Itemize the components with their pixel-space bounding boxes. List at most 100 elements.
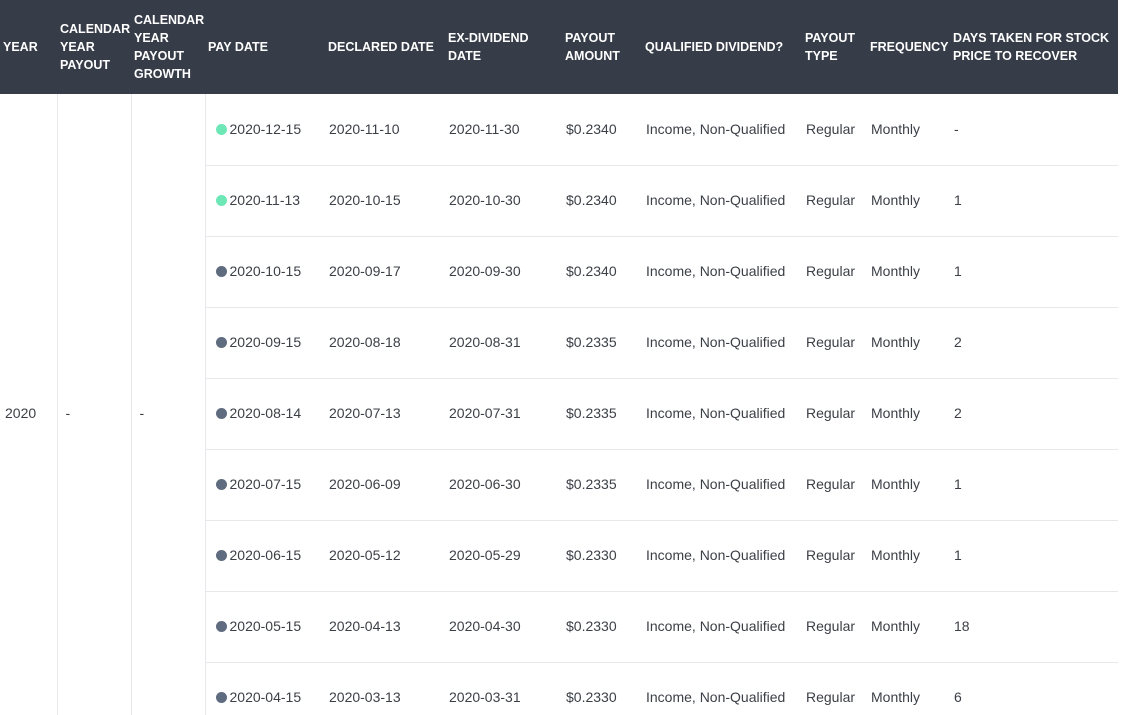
table-row: 2020-05-15 2020-04-13 2020-04-30 $0.2330 Inc… <box>0 591 1118 663</box>
header-frequency[interactable]: FREQUENCY <box>870 40 949 54</box>
pay-date-text: 2020-05-15 <box>229 618 302 634</box>
frequency-cell: Monthly <box>867 591 950 663</box>
payout-amount-cell: $0.2330 <box>562 520 642 592</box>
header-qualified-dividend[interactable]: QUALIFIED DIVIDEND? <box>645 40 784 54</box>
pay-date-cell: 2020-08-14 <box>205 378 325 450</box>
pay-date-cell: 2020-09-15 <box>205 307 325 379</box>
frequency-cell: Monthly <box>867 449 950 521</box>
payout-amount-cell: $0.2335 <box>562 449 642 521</box>
pay-date-cell: 2020-12-15 <box>205 94 325 166</box>
days-to-recover-cell: 1 <box>950 236 1118 308</box>
header-pay-date[interactable]: PAY DATE <box>208 40 268 54</box>
declared-date-cell: 2020-05-12 <box>325 520 445 592</box>
pay-date-cell: 2020-04-15 <box>205 662 325 715</box>
pay-date-cell: 2020-11-13 <box>205 165 325 237</box>
paid-status-dot-icon <box>215 692 227 703</box>
declared-date-cell: 2020-06-09 <box>325 449 445 521</box>
pay-date-text: 2020-08-14 <box>229 405 302 421</box>
table-body: 2020- -2020-12-15 2020-11-10 2020-11-30 $0.2… <box>0 94 1118 715</box>
payout-type-cell: Regular <box>802 94 867 166</box>
qualified-dividend-cell: Income, Non-Qualified <box>642 165 802 237</box>
header-payout-amount[interactable]: PAYOUT AMOUNT <box>565 31 620 63</box>
upcoming-status-dot-icon <box>215 195 227 206</box>
qualified-dividend-cell: Income, Non-Qualified <box>642 378 802 450</box>
header-days-to-recover[interactable]: DAYS TAKEN FOR STOCK PRICE TO RECOVER <box>953 31 1110 63</box>
table-row: 2020-04-15 2020-03-13 2020-03-31 $0.2330 Inc… <box>0 662 1118 715</box>
ex-dividend-date-cell: 2020-09-30 <box>445 236 562 308</box>
pay-date-text: 2020-06-15 <box>229 547 302 563</box>
table-row: 2020-11-13 2020-10-15 2020-10-30 $0.2340 Inc… <box>0 165 1118 237</box>
declared-date-cell: 2020-07-13 <box>325 378 445 450</box>
qualified-dividend-cell: Income, Non-Qualified <box>642 307 802 379</box>
payout-type-cell: Regular <box>802 165 867 237</box>
payout-type-cell: Regular <box>802 662 867 715</box>
days-to-recover-cell: 2 <box>950 378 1118 450</box>
declared-date-cell: 2020-09-17 <box>325 236 445 308</box>
payout-type-cell: Regular <box>802 520 867 592</box>
declared-date-cell: 2020-08-18 <box>325 307 445 379</box>
payout-amount-cell: $0.2340 <box>562 165 642 237</box>
upcoming-status-dot-icon <box>215 123 227 135</box>
header-ex-dividend-date[interactable]: EX-DIVIDEND DATE <box>448 31 529 63</box>
header-year[interactable]: YEAR <box>3 40 38 54</box>
frequency-cell: Monthly <box>867 520 950 592</box>
days-to-recover-cell: 6 <box>950 662 1118 715</box>
header-calendar-year-payout-growth[interactable]: CALENDAR YEAR PAYOUT GROWTH <box>134 13 205 81</box>
ex-dividend-date-cell: 2020-08-31 <box>445 307 562 379</box>
declared-date-cell: 2020-10-15 <box>325 165 445 237</box>
payout-type-cell: Regular <box>802 591 867 663</box>
header-payout-type[interactable]: PAYOUT TYPE <box>805 31 856 63</box>
payout-amount-cell: $0.2330 <box>562 591 642 663</box>
ex-dividend-date-cell: 2020-10-30 <box>445 165 562 237</box>
declared-date-cell: 2020-03-13 <box>325 662 445 715</box>
table-row: 2020-08-14 2020-07-13 2020-07-31 $0.2335 Inc… <box>0 378 1118 450</box>
days-to-recover-cell: 1 <box>950 165 1118 237</box>
paid-status-dot-icon <box>215 408 227 419</box>
payout-type-cell: Regular <box>802 378 867 450</box>
qualified-dividend-cell: Income, Non-Qualified <box>642 591 802 663</box>
payout-amount-cell: $0.2330 <box>562 662 642 715</box>
qualified-dividend-cell: Income, Non-Qualified <box>642 662 802 715</box>
pay-date-text: 2020-04-15 <box>229 689 302 705</box>
qualified-dividend-cell: Income, Non-Qualified <box>642 94 802 166</box>
pay-date-text: 2020-09-15 <box>229 334 302 350</box>
qualified-dividend-cell: Income, Non-Qualified <box>642 449 802 521</box>
ex-dividend-date-cell: 2020-03-31 <box>445 662 562 715</box>
table-row: 2020-09-15 2020-08-18 2020-08-31 $0.2335 Inc… <box>0 307 1118 379</box>
pay-date-cell: 2020-05-15 <box>205 591 325 663</box>
calendar-year-payout-cell: - <box>57 94 132 715</box>
days-to-recover-cell: 1 <box>950 520 1118 592</box>
qualified-dividend-cell: Income, Non-Qualified <box>642 236 802 308</box>
ex-dividend-date-cell: 2020-04-30 <box>445 591 562 663</box>
frequency-cell: Monthly <box>867 307 950 379</box>
qualified-dividend-cell: Income, Non-Qualified <box>642 520 802 592</box>
header-row: YEAR CALENDAR YEAR PAYOUT CALENDAR YEAR … <box>0 0 1118 94</box>
header-calendar-year-payout[interactable]: CALENDAR YEAR PAYOUT <box>60 22 131 72</box>
payout-type-cell: Regular <box>802 236 867 308</box>
ex-dividend-date-cell: 2020-07-31 <box>445 378 562 450</box>
payout-type-cell: Regular <box>802 449 867 521</box>
paid-status-dot-icon <box>215 621 227 632</box>
table-row: 2020- -2020-12-15 2020-11-10 2020-11-30 $0.2… <box>0 94 1118 715</box>
days-to-recover-cell: 1 <box>950 449 1118 521</box>
table-header: YEAR CALENDAR YEAR PAYOUT CALENDAR YEAR … <box>0 0 1118 94</box>
table-row: 2020-06-15 2020-05-12 2020-05-29 $0.2330 Inc… <box>0 520 1118 592</box>
declared-date-cell: 2020-11-10 <box>325 94 445 166</box>
header-declared-date[interactable]: DECLARED DATE <box>328 40 435 54</box>
paid-status-dot-icon <box>215 266 227 277</box>
frequency-cell: Monthly <box>867 165 950 237</box>
pay-date-cell: 2020-07-15 <box>205 449 325 521</box>
pay-date-cell: 2020-06-15 <box>205 520 325 592</box>
payout-type-cell: Regular <box>802 307 867 379</box>
pay-date-cell: 2020-10-15 <box>205 236 325 308</box>
days-to-recover-cell: 2 <box>950 307 1118 379</box>
table-row: 2020-10-15 2020-09-17 2020-09-30 $0.2340 Inc… <box>0 236 1118 308</box>
payout-amount-cell: $0.2335 <box>562 378 642 450</box>
paid-status-dot-icon <box>215 550 227 561</box>
paid-status-dot-icon <box>215 337 227 348</box>
payout-amount-cell: $0.2340 <box>562 236 642 308</box>
days-to-recover-cell: 18 <box>950 591 1118 663</box>
ex-dividend-date-cell: 2020-11-30 <box>445 94 562 166</box>
